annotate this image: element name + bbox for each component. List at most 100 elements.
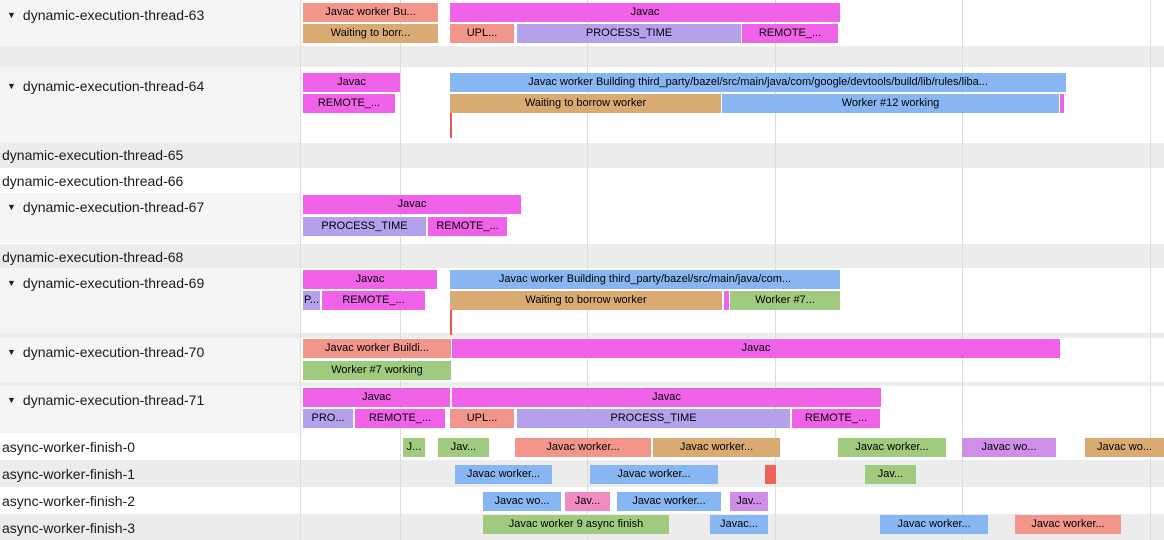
label-panel-background <box>0 0 300 46</box>
trace-event-bar[interactable] <box>724 291 729 310</box>
trace-event-bar[interactable]: REMOTE_... <box>428 217 507 236</box>
trace-event-bar[interactable]: Javac worker... <box>515 438 651 457</box>
trace-event-bar[interactable]: REMOTE_... <box>355 409 445 428</box>
thread-label[interactable]: async-worker-finish-1 <box>2 465 135 483</box>
thread-name: dynamic-execution-thread-69 <box>22 275 205 291</box>
thread-label[interactable]: async-worker-finish-0 <box>2 438 135 456</box>
trace-event-bar[interactable]: Javac... <box>710 515 768 534</box>
trace-event-bar[interactable]: Javac worker 9 async finish <box>483 515 669 534</box>
thread-label[interactable]: async-worker-finish-2 <box>2 492 135 510</box>
label-panel-background <box>0 338 300 382</box>
trace-event-bar[interactable]: Javac worker Bu... <box>303 3 438 22</box>
trace-event-bar[interactable]: Worker #7 working <box>303 361 451 380</box>
trace-event-bar[interactable]: Worker #7... <box>730 291 840 310</box>
trace-event-bar[interactable]: REMOTE_... <box>303 94 395 113</box>
thread-label[interactable]: ▼ dynamic-execution-thread-63 <box>7 6 204 24</box>
trace-event-bar[interactable]: Javac <box>303 388 450 407</box>
trace-event-bar[interactable]: Javac worker... <box>617 492 721 511</box>
collapse-arrow-icon[interactable]: ▼ <box>7 278 16 288</box>
trace-event-bar[interactable] <box>765 465 776 484</box>
trace-event-bar[interactable]: Javac worker... <box>880 515 988 534</box>
thread-name: dynamic-execution-thread-66 <box>2 173 184 189</box>
trace-event-bar[interactable]: Javac wo... <box>962 438 1056 457</box>
label-panel-background <box>0 193 300 243</box>
trace-event-bar[interactable]: Javac worker Building third_party/bazel/… <box>450 270 840 289</box>
flow-marker-icon <box>450 309 452 335</box>
collapse-arrow-icon[interactable]: ▼ <box>7 395 16 405</box>
trace-event-bar[interactable]: Waiting to borrow worker <box>450 291 722 310</box>
trace-event-bar[interactable]: Jav... <box>565 492 610 511</box>
row-stripe <box>0 333 1164 338</box>
thread-label[interactable]: ▼ dynamic-execution-thread-64 <box>7 77 204 95</box>
trace-event-bar[interactable]: Javac worker... <box>590 465 718 484</box>
trace-event-bar[interactable]: P... <box>303 291 320 310</box>
trace-event-bar[interactable]: UPL... <box>450 409 514 428</box>
thread-name: async-worker-finish-2 <box>2 493 136 509</box>
trace-event-bar[interactable]: Javac worker... <box>1015 515 1121 534</box>
thread-name: async-worker-finish-0 <box>2 439 136 455</box>
row-stripe <box>0 244 1164 268</box>
trace-event-bar[interactable]: Javac wo... <box>483 492 561 511</box>
trace-event-bar[interactable]: Javac <box>452 388 881 407</box>
trace-event-bar[interactable]: REMOTE_... <box>792 409 880 428</box>
thread-label[interactable]: ▼ dynamic-execution-thread-71 <box>7 391 204 409</box>
trace-event-bar[interactable]: J... <box>403 438 425 457</box>
trace-event-bar[interactable]: Javac <box>303 270 437 289</box>
thread-label[interactable]: ▼ dynamic-execution-thread-67 <box>7 198 204 216</box>
thread-name: dynamic-execution-thread-64 <box>22 78 205 94</box>
trace-event-bar[interactable]: Javac wo... <box>1085 438 1164 457</box>
trace-event-bar[interactable]: PROCESS_TIME <box>303 217 426 236</box>
row-stripe <box>0 460 1164 487</box>
collapse-arrow-icon[interactable]: ▼ <box>7 81 16 91</box>
thread-name: dynamic-execution-thread-65 <box>2 147 184 163</box>
collapse-arrow-icon[interactable]: ▼ <box>7 202 16 212</box>
trace-event-bar[interactable]: Javac <box>450 3 840 22</box>
flow-marker-icon <box>450 112 452 138</box>
collapse-arrow-icon[interactable]: ▼ <box>7 347 16 357</box>
trace-event-bar[interactable]: Javac <box>303 195 521 214</box>
trace-event-bar[interactable]: Jav... <box>865 465 916 484</box>
thread-name: async-worker-finish-1 <box>2 466 136 482</box>
trace-event-bar[interactable]: PROCESS_TIME <box>517 409 790 428</box>
thread-label[interactable]: dynamic-execution-thread-65 <box>2 146 183 164</box>
thread-name: dynamic-execution-thread-67 <box>22 199 205 215</box>
trace-event-bar[interactable]: Javac worker Buildi... <box>303 339 451 358</box>
label-panel-background <box>0 67 300 143</box>
trace-event-bar[interactable]: PRO... <box>303 409 353 428</box>
row-stripe <box>0 46 1164 67</box>
trace-event-bar[interactable]: Worker #12 working <box>722 94 1059 113</box>
trace-event-bar[interactable]: Waiting to borrow worker <box>450 94 721 113</box>
thread-label[interactable]: async-worker-finish-3 <box>2 519 135 537</box>
time-gridline <box>962 0 963 540</box>
trace-event-bar[interactable]: Jav... <box>438 438 489 457</box>
thread-name: dynamic-execution-thread-71 <box>22 392 205 408</box>
trace-event-bar[interactable]: Javac worker... <box>653 438 780 457</box>
trace-event-bar[interactable]: Javac worker Building third_party/bazel/… <box>450 73 1066 92</box>
label-panel-background <box>0 386 300 433</box>
trace-event-bar[interactable]: Javac <box>303 73 400 92</box>
thread-label[interactable]: dynamic-execution-thread-66 <box>2 172 183 190</box>
label-panel-background <box>0 268 300 333</box>
trace-event-bar[interactable]: UPL... <box>450 24 514 43</box>
row-stripe <box>0 143 1164 168</box>
trace-event-bar[interactable]: PROCESS_TIME <box>517 24 741 43</box>
thread-label[interactable]: ▼ dynamic-execution-thread-70 <box>7 343 204 361</box>
trace-event-bar[interactable]: Waiting to borr... <box>303 24 438 43</box>
trace-event-bar[interactable]: Javac <box>452 339 1060 358</box>
panel-divider <box>300 0 301 540</box>
trace-event-bar[interactable]: Javac worker... <box>455 465 552 484</box>
row-stripe <box>0 382 1164 386</box>
collapse-arrow-icon[interactable]: ▼ <box>7 10 16 20</box>
thread-label[interactable]: ▼ dynamic-execution-thread-69 <box>7 274 204 292</box>
thread-name: dynamic-execution-thread-70 <box>22 344 205 360</box>
thread-name: async-worker-finish-3 <box>2 520 136 536</box>
trace-event-bar[interactable]: REMOTE_... <box>742 24 838 43</box>
trace-event-bar[interactable]: Javac worker... <box>838 438 946 457</box>
thread-name: dynamic-execution-thread-63 <box>22 7 205 23</box>
trace-event-bar[interactable]: REMOTE_... <box>322 291 425 310</box>
trace-event-bar[interactable] <box>1060 94 1064 113</box>
time-gridline <box>1150 0 1151 540</box>
trace-event-bar[interactable]: Jav... <box>730 492 768 511</box>
thread-label[interactable]: dynamic-execution-thread-68 <box>2 248 183 266</box>
